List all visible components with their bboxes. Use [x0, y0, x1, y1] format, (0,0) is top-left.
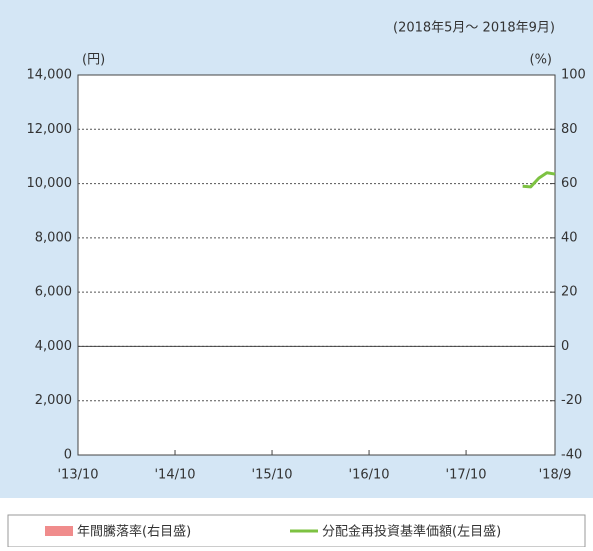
x-tick-label: '18/9: [539, 468, 572, 483]
y2-tick-label: -20: [561, 393, 582, 408]
y-tick-label: 0: [64, 448, 72, 463]
y-tick-label: 10,000: [27, 176, 73, 191]
y-tick-label: 4,000: [35, 339, 72, 354]
y2-tick-label: 80: [561, 122, 578, 137]
x-tick-label: '14/10: [154, 468, 195, 483]
y2-tick-label: 20: [561, 285, 578, 300]
y2-tick-label: 0: [561, 339, 569, 354]
y-tick-label: 2,000: [35, 393, 72, 408]
legend-label: 分配金再投資基準価額(左目盛): [322, 524, 501, 540]
series-line: [522, 171, 556, 189]
x-tick-label: '13/10: [57, 468, 98, 483]
y-tick-label: 14,000: [27, 68, 73, 83]
y-unit: (円): [82, 53, 105, 68]
y2-tick-label: 40: [561, 230, 578, 245]
plot-area: [77, 74, 556, 456]
y2-tick-label: -40: [561, 448, 582, 463]
y2-tick-label: 100: [561, 68, 586, 83]
y2-tick-label: 60: [561, 176, 578, 191]
y2-unit: (%): [530, 53, 553, 68]
period: (2018年5月〜 2018年9月): [393, 21, 555, 36]
y-tick-label: 12,000: [27, 122, 73, 137]
legend-swatch: [45, 526, 73, 536]
x-tick-label: '15/10: [252, 468, 293, 483]
y-tick-label: 6,000: [35, 285, 72, 300]
y-tick-label: 8,000: [35, 230, 72, 245]
x-tick-label: '17/10: [446, 468, 487, 483]
x-tick-label: '16/10: [349, 468, 390, 483]
legend-label: 年間騰落率(右目盛): [77, 524, 191, 540]
